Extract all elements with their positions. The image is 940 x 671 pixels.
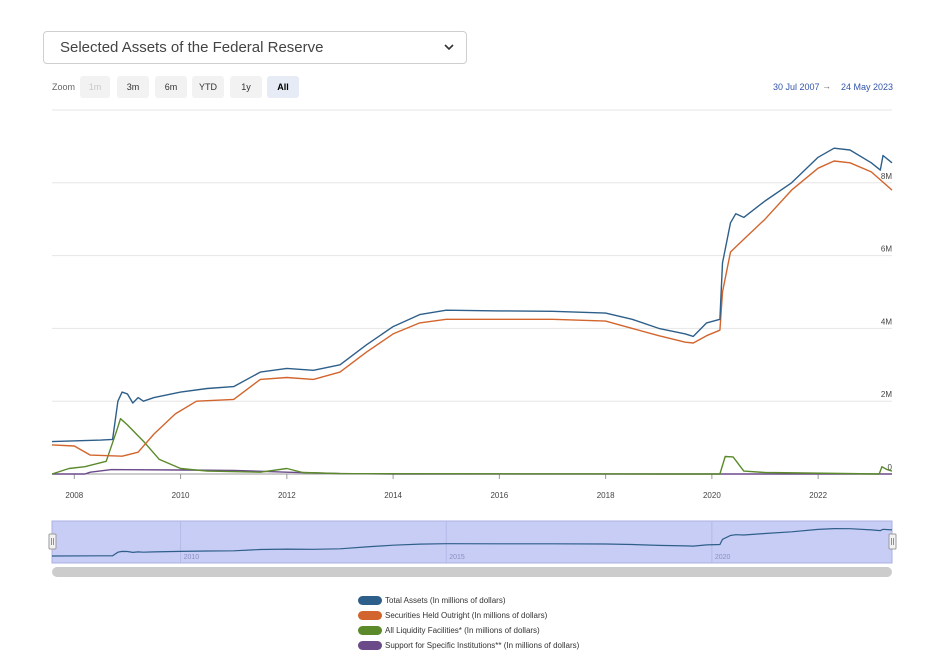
y-tick-label: 6M (881, 245, 892, 254)
legend-swatch-support (358, 641, 382, 650)
zoom-6m-button[interactable]: 6m (155, 76, 187, 98)
navigator-tick-label: 2010 (184, 554, 200, 561)
liquidity-line (51, 418, 893, 475)
legend-label-total-assets: Total Assets (In millions of dollars) (385, 596, 506, 605)
x-tick-label: 2008 (65, 491, 83, 500)
zoom-3m-button[interactable]: 3m (117, 76, 149, 98)
legend-swatch-liquidity (358, 626, 382, 635)
legend-label-securities: Securities Held Outright (In millions of… (385, 611, 548, 620)
navigator-tick-label: 2015 (449, 554, 465, 561)
navigator-tick-label: 2020 (715, 554, 731, 561)
zoom-all-button[interactable]: All (267, 76, 299, 98)
range-to-date[interactable]: 24 May 2023 (841, 82, 894, 92)
navigator-series-line (51, 527, 893, 557)
range-arrow: → (822, 81, 831, 91)
y-tick-label: 8M (881, 172, 892, 181)
navigator-window (51, 520, 893, 564)
x-tick-label: 2010 (172, 491, 190, 500)
y-tick-label: 0 (888, 463, 893, 472)
legend-label-support: Support for Specific Institutions** (In … (385, 641, 580, 650)
navigator-right-handle[interactable] (888, 533, 897, 550)
navigator-scrollbar[interactable] (52, 567, 892, 577)
chart-selector-dropdown[interactable]: Selected Assets of the Federal Reserve (43, 31, 467, 64)
x-tick-label: 2022 (809, 491, 827, 500)
chevron-down-icon (444, 44, 454, 51)
total-assets-line (51, 147, 893, 443)
legend-swatch-total-assets (358, 596, 382, 605)
chart-area: 0 2M 4M 6M 8M 2008 2010 2012 2014 2016 2018 2020 202… (48, 109, 897, 577)
navigator-left-handle[interactable] (48, 533, 57, 550)
x-tick-label: 2020 (703, 491, 721, 500)
zoom-1m-button[interactable]: 1m (80, 76, 110, 98)
y-tick-label: 4M (881, 317, 892, 326)
y-tick-label: 2M (881, 390, 892, 399)
chart-selector-label: Selected Assets of the Federal Reserve (60, 39, 324, 56)
x-tick-label: 2016 (490, 491, 508, 500)
range-from-date[interactable]: 30 Jul 2007 (773, 82, 820, 92)
x-tick-label: 2012 (278, 491, 296, 500)
legend-swatch-securities (358, 611, 382, 620)
x-tick-label: 2018 (597, 491, 615, 500)
x-tick-label: 2014 (384, 491, 402, 500)
zoom-1y-button[interactable]: 1y (230, 76, 262, 98)
zoom-label: Zoom (52, 82, 76, 92)
legend-label-liquidity: All Liquidity Facilities* (In millions o… (385, 626, 540, 635)
securities-line (51, 160, 893, 457)
zoom-ytd-button[interactable]: YTD (192, 76, 224, 98)
